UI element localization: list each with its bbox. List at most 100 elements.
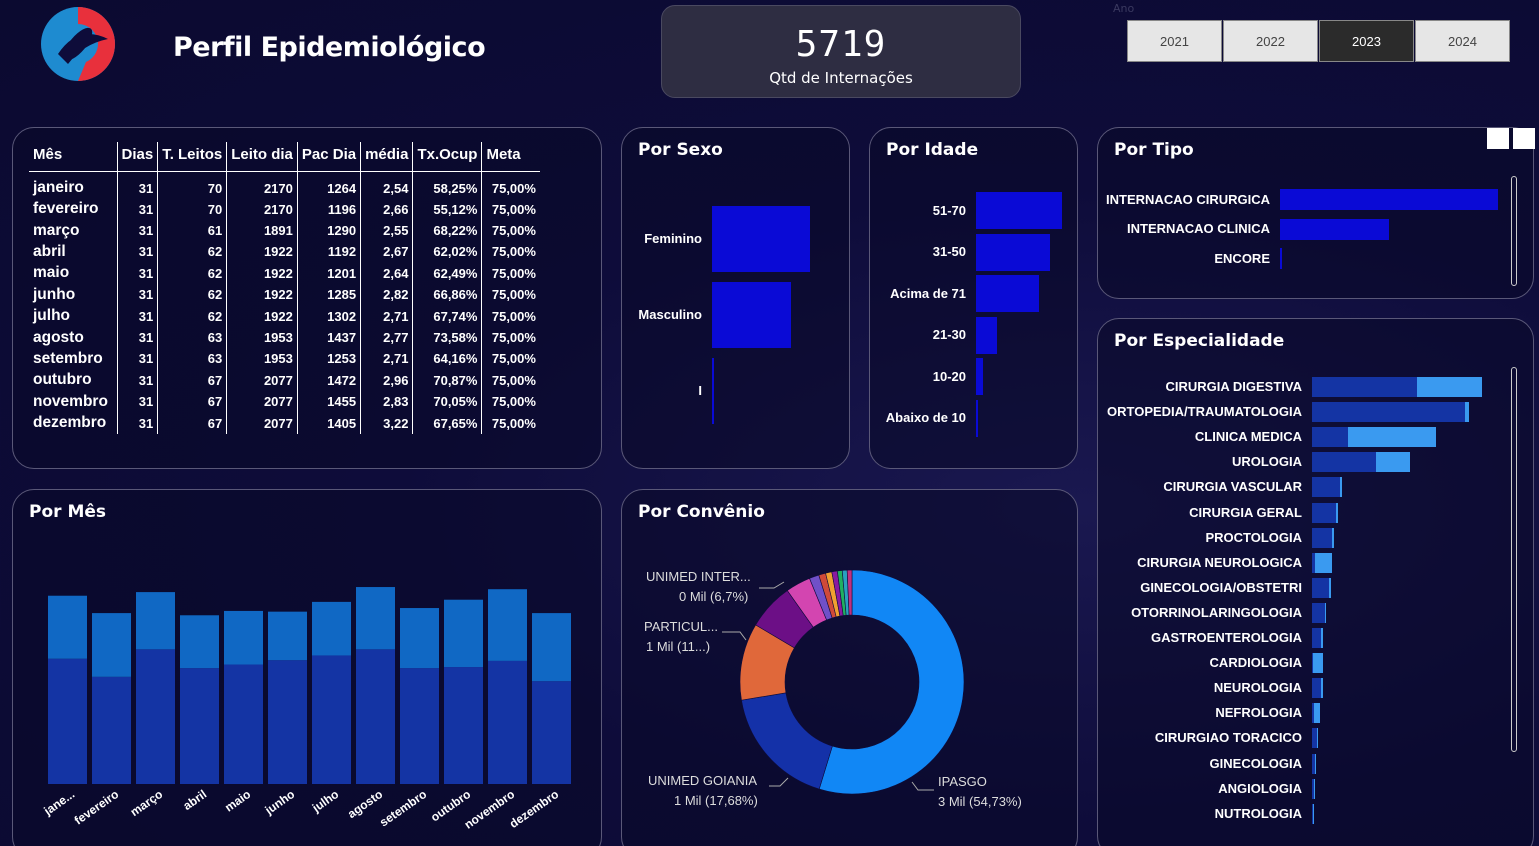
mes-bar-segment[interactable] xyxy=(92,676,131,784)
mes-bar-segment[interactable] xyxy=(92,613,131,677)
tipo-bar[interactable] xyxy=(1280,218,1389,240)
especialidade-bar-segment[interactable] xyxy=(1312,402,1465,423)
col-header-dias[interactable]: Dias xyxy=(117,142,159,172)
tipo-scrollbar[interactable] xyxy=(1511,176,1517,286)
especialidade-bar-segment[interactable] xyxy=(1325,602,1326,623)
convenio-slice[interactable] xyxy=(818,569,965,795)
col-header-meta[interactable]: Meta xyxy=(481,142,540,172)
idade-bar[interactable] xyxy=(976,192,1062,229)
especialidade-bar-segment[interactable] xyxy=(1314,703,1320,724)
mes-bar-segment[interactable] xyxy=(488,589,527,661)
tipo-bar[interactable] xyxy=(1280,189,1498,210)
especialidade-bar-segment[interactable] xyxy=(1336,502,1338,523)
mes-bar-segment[interactable] xyxy=(224,664,263,784)
especialidade-bar-segment[interactable] xyxy=(1348,427,1436,448)
idade-bar[interactable] xyxy=(976,399,979,437)
col-header-media[interactable]: média xyxy=(360,142,414,172)
more-options-icon[interactable] xyxy=(1513,128,1535,149)
especialidade-bar-segment[interactable] xyxy=(1315,552,1332,573)
mes-bar-segment[interactable] xyxy=(400,668,439,784)
especialidade-bar-segment[interactable] xyxy=(1312,427,1348,448)
especialidade-bar-segment[interactable] xyxy=(1312,703,1314,724)
especialidade-bar-segment[interactable] xyxy=(1312,778,1314,799)
idade-bar[interactable] xyxy=(976,275,1039,312)
table-row[interactable]: maio 31 62 1922 1201 2,64 62,49% 75,00% xyxy=(29,262,540,285)
sexo-bar[interactable] xyxy=(712,282,792,348)
mes-bar-segment[interactable] xyxy=(224,610,263,665)
table-row[interactable]: novembro 31 67 2077 1455 2,83 70,05% 75,00% xyxy=(29,391,540,413)
mes-bar-segment[interactable] xyxy=(136,592,175,650)
especialidade-bar-segment[interactable] xyxy=(1329,577,1331,598)
sexo-bar[interactable] xyxy=(712,206,810,272)
table-row[interactable]: outubro 31 67 2077 1472 2,96 70,87% 75,00% xyxy=(29,369,540,392)
especialidade-bar-segment[interactable] xyxy=(1313,653,1323,674)
especialidade-bar-segment[interactable] xyxy=(1312,452,1376,473)
col-header-pac-dia[interactable]: Pac Dia xyxy=(297,142,362,172)
focus-mode-icon[interactable] xyxy=(1487,128,1509,149)
mes-bar-segment[interactable] xyxy=(268,611,307,661)
especialidade-bar-segment[interactable] xyxy=(1465,402,1469,423)
mes-bar-segment[interactable] xyxy=(356,587,395,650)
especialidade-bar-segment[interactable] xyxy=(1332,527,1334,548)
mes-bar-segment[interactable] xyxy=(444,667,483,784)
especialidade-bar-segment[interactable] xyxy=(1312,527,1332,548)
especialidade-bar-segment[interactable] xyxy=(1312,678,1321,699)
idade-bar[interactable] xyxy=(976,233,1050,271)
especialidade-bar-segment[interactable] xyxy=(1312,377,1417,397)
mes-bar-segment[interactable] xyxy=(444,599,483,668)
mes-bar-segment[interactable] xyxy=(180,668,219,784)
especialidade-bar-segment[interactable] xyxy=(1314,753,1316,774)
especialidade-bar-segment[interactable] xyxy=(1312,477,1340,498)
especialidade-bar-segment[interactable] xyxy=(1340,477,1342,498)
especialidade-bar-segment[interactable] xyxy=(1312,653,1313,674)
table-row[interactable]: setembro 31 63 1953 1253 2,71 64,16% 75,00% xyxy=(29,348,540,370)
tipo-bar[interactable] xyxy=(1280,248,1282,269)
col-header-t-leitos[interactable]: T. Leitos xyxy=(157,142,228,172)
especialidade-bar-segment[interactable] xyxy=(1313,778,1314,799)
year-button-2024[interactable]: 2024 xyxy=(1415,20,1510,62)
table-row[interactable]: março 31 61 1891 1290 2,55 68,22% 75,00% xyxy=(29,219,540,242)
table-row[interactable]: julho 31 62 1922 1302 2,71 67,74% 75,00% xyxy=(29,305,540,327)
table-row[interactable]: janeiro 31 70 2170 1264 2,54 58,25% 75,00% xyxy=(29,171,540,199)
mes-bar-segment[interactable] xyxy=(136,649,175,784)
especialidade-bar-segment[interactable] xyxy=(1321,678,1323,699)
especialidade-bar-segment[interactable] xyxy=(1312,628,1321,648)
col-header-leito-dia[interactable]: Leito dia xyxy=(226,142,298,172)
year-button-2022[interactable]: 2022 xyxy=(1223,20,1318,62)
especialidade-bar-segment[interactable] xyxy=(1312,753,1315,774)
mes-bar-segment[interactable] xyxy=(180,615,219,669)
especialidade-bar-segment[interactable] xyxy=(1312,728,1317,749)
table-row[interactable]: dezembro 31 67 2077 1405 3,22 67,65% 75,00% xyxy=(29,412,540,434)
idade-bar[interactable] xyxy=(976,316,997,354)
especialidade-bar-segment[interactable] xyxy=(1312,803,1314,824)
especialidade-bar-segment[interactable] xyxy=(1312,502,1336,523)
table-row[interactable]: junho 31 62 1922 1285 2,82 66,86% 75,00% xyxy=(29,284,540,306)
col-header-tx-ocup[interactable]: Tx.Ocup xyxy=(412,142,483,172)
mes-bar-segment[interactable] xyxy=(400,608,439,669)
especialidade-bar-segment[interactable] xyxy=(1417,377,1482,397)
idade-bar[interactable] xyxy=(976,358,983,395)
mes-bar-segment[interactable] xyxy=(48,658,87,784)
especialidade-bar-segment[interactable] xyxy=(1312,577,1329,598)
table-row[interactable]: fevereiro 31 70 2170 1196 2,66 55,12% 75,00% xyxy=(29,198,540,220)
especialidade-bar-segment[interactable] xyxy=(1321,628,1323,648)
mes-bar-segment[interactable] xyxy=(268,660,307,784)
mes-bar-segment[interactable] xyxy=(532,681,571,784)
especialidade-scrollbar[interactable] xyxy=(1511,367,1517,752)
especialidade-bar-segment[interactable] xyxy=(1312,602,1325,623)
especialidade-bar-segment[interactable] xyxy=(1317,728,1318,749)
table-row[interactable]: agosto 31 63 1953 1437 2,77 73,58% 75,00% xyxy=(29,326,540,349)
convenio-slice[interactable] xyxy=(846,569,853,616)
mes-bar-segment[interactable] xyxy=(488,660,527,784)
year-button-2021[interactable]: 2021 xyxy=(1127,20,1222,62)
table-row[interactable]: abril 31 62 1922 1192 2,67 62,02% 75,00% xyxy=(29,241,540,263)
mes-bar-segment[interactable] xyxy=(312,655,351,784)
year-button-2023[interactable]: 2023 xyxy=(1319,20,1414,62)
mes-bar-segment[interactable] xyxy=(48,595,87,659)
especialidade-bar-segment[interactable] xyxy=(1376,452,1410,473)
col-header-mes[interactable]: Mês xyxy=(29,142,118,172)
mes-bar-segment[interactable] xyxy=(356,649,395,784)
sexo-bar[interactable] xyxy=(712,358,714,424)
mes-bar-segment[interactable] xyxy=(532,613,571,682)
mes-bar-segment[interactable] xyxy=(312,601,351,656)
